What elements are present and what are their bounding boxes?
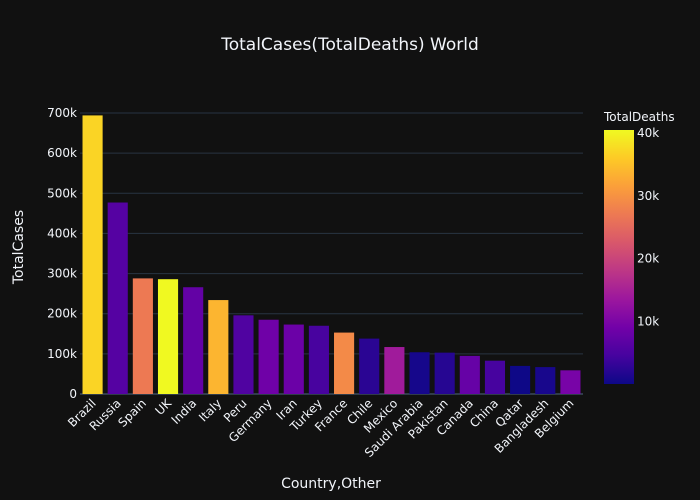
- x-tick-label: Italy: [196, 396, 224, 424]
- bar-iran: [283, 324, 304, 394]
- x-tick-label: India: [169, 396, 200, 427]
- colorbar-tick-label: 10k: [637, 314, 659, 328]
- x-tick-label: Spain: [115, 396, 149, 430]
- bar-mexico: [384, 347, 405, 394]
- y-tick-label: 300k: [47, 267, 77, 281]
- bar-chile: [359, 338, 380, 394]
- y-tick-label: 200k: [47, 307, 77, 321]
- bar-pakistan: [434, 352, 455, 394]
- bar-canada: [459, 355, 480, 394]
- bar-bangladesh: [535, 367, 556, 394]
- bars: [82, 115, 581, 394]
- colorbar: TotalDeaths 10k 20k 30k 40k: [603, 110, 675, 384]
- x-tick-label: China: [467, 396, 501, 430]
- bar-brazil: [82, 115, 103, 394]
- bar-spain: [132, 278, 153, 394]
- colorbar-tick-label: 30k: [637, 189, 659, 203]
- bar-germany: [258, 319, 279, 394]
- colorbar-title: TotalDeaths: [603, 110, 675, 124]
- colorbar-tick-label: 20k: [637, 252, 659, 266]
- bar-china: [484, 360, 506, 394]
- y-tick-label: 400k: [47, 226, 77, 240]
- chart-title: TotalCases(TotalDeaths) World: [220, 35, 479, 55]
- gridlines: [80, 112, 583, 395]
- y-tick-label: 0: [69, 387, 77, 401]
- x-axis-label: Country,Other: [281, 476, 381, 492]
- bar-italy: [208, 300, 229, 394]
- bar-turkey: [308, 325, 329, 394]
- y-tick-label: 100k: [47, 347, 77, 361]
- bar-peru: [233, 315, 254, 394]
- y-tick-label: 500k: [47, 186, 77, 200]
- bar-uk: [157, 279, 179, 394]
- y-tick-label: 600k: [47, 146, 77, 160]
- bar-india: [183, 287, 204, 394]
- bar-saudi-arabia: [409, 352, 430, 394]
- bar-russia: [107, 202, 128, 394]
- bar-france: [334, 332, 355, 394]
- colorbar-gradient: [604, 130, 634, 384]
- bar-belgium: [560, 370, 581, 394]
- y-axis-label: TotalCases: [11, 210, 27, 285]
- y-axis-ticks: 0 100k 200k 300k 400k 500k 600k 700k: [47, 106, 77, 401]
- colorbar-ticks: 10k 20k 30k 40k: [637, 126, 659, 328]
- bar-qatar: [510, 365, 531, 394]
- y-tick-label: 700k: [47, 106, 77, 120]
- colorbar-tick-label: 40k: [637, 126, 659, 140]
